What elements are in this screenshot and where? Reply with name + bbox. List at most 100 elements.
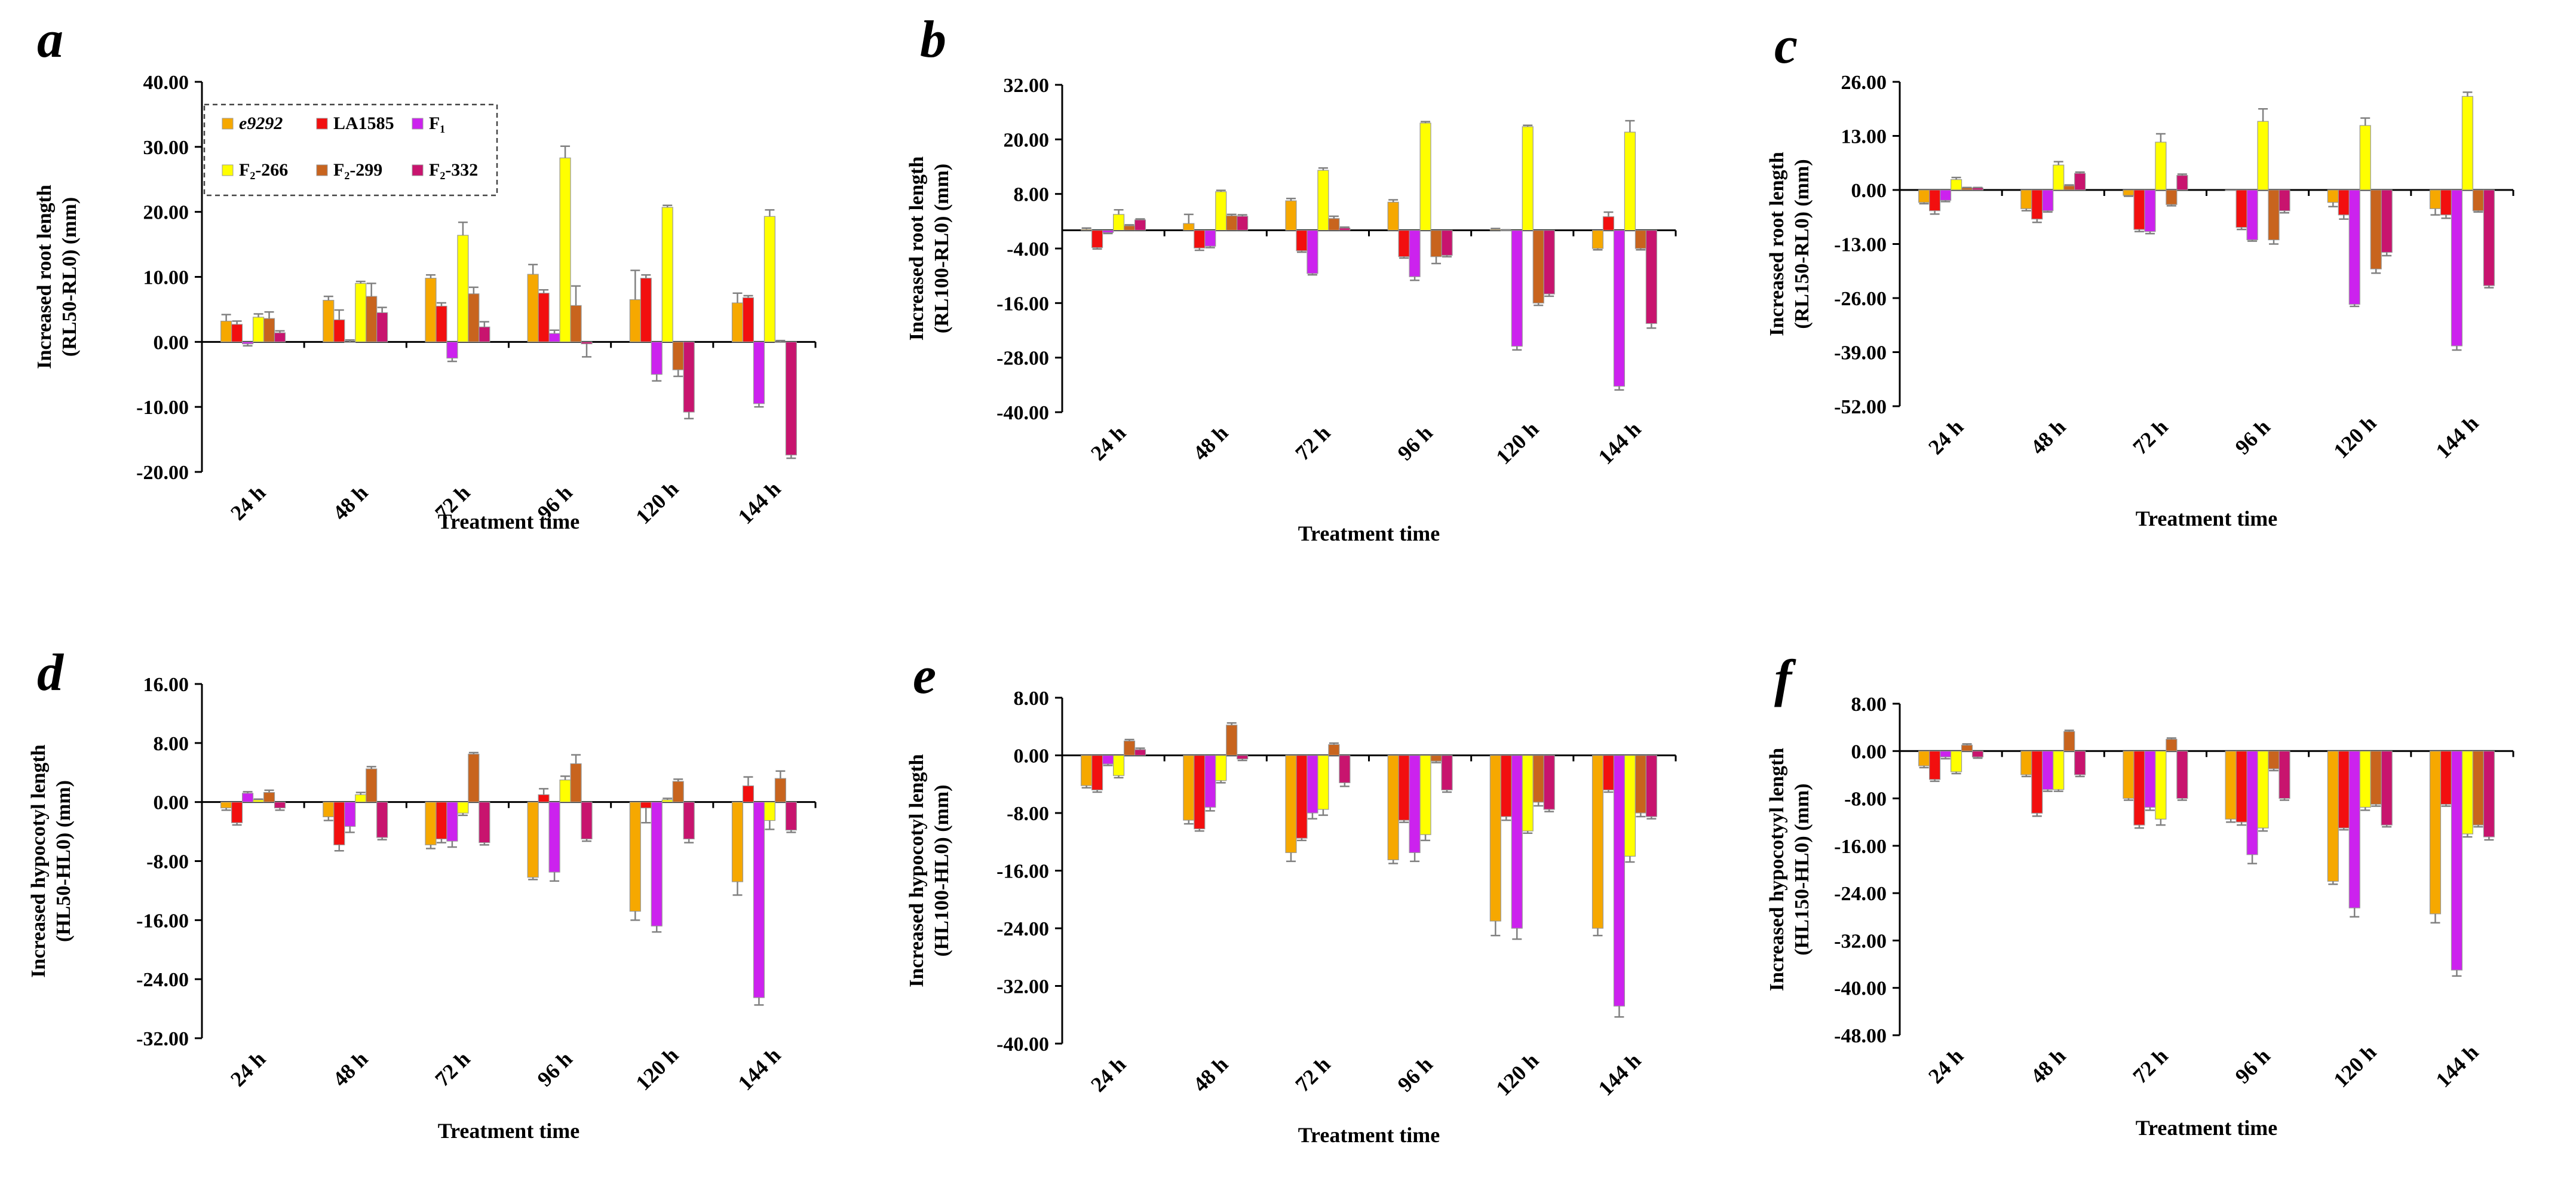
bar-e-0-2 — [1102, 754, 1114, 765]
bar-b-1-1 — [1194, 229, 1206, 249]
bar-a-2-1 — [436, 305, 447, 342]
bar-b-4-5 — [1543, 229, 1555, 294]
bar-a-4-5 — [683, 341, 695, 413]
bar-f-4-0 — [2327, 750, 2339, 882]
bar-c-4-1 — [2338, 189, 2350, 216]
bar-e-2-2 — [1307, 754, 1318, 814]
panel-letter: b — [920, 11, 946, 69]
legend-label: LA1585 — [333, 113, 394, 133]
bar-d-3-2 — [548, 802, 560, 873]
bar-a-0-5 — [274, 332, 286, 342]
bar-e-1-4 — [1226, 725, 1238, 756]
x-tick-label: 144 h — [2431, 1040, 2483, 1092]
x-tick-label: 144 h — [733, 1043, 785, 1095]
bar-d-2-2 — [446, 802, 458, 842]
bar-b-3-0 — [1387, 201, 1399, 231]
y-tick-label: 13.00 — [1841, 126, 1887, 148]
bar-d-4-3 — [661, 799, 673, 803]
x-tick-label: 72 h — [2128, 415, 2172, 459]
legend-swatch — [222, 164, 234, 176]
bar-a-2-3 — [457, 235, 469, 342]
x-tick-label: 144 h — [1593, 1048, 1645, 1100]
x-tick-label: 48 h — [328, 480, 372, 524]
bar-a-0-4 — [263, 318, 275, 342]
x-tick-label: 48 h — [1188, 1052, 1232, 1096]
bar-b-2-0 — [1285, 200, 1297, 231]
bar-b-4-2 — [1511, 229, 1523, 347]
y-tick-label: -16.00 — [136, 910, 189, 932]
x-tick-label: 96 h — [1393, 1052, 1437, 1096]
bar-e-3-1 — [1398, 754, 1410, 821]
bar-c-2-2 — [2144, 189, 2156, 232]
y-tick-label: 0.00 — [154, 332, 189, 354]
bar-d-1-0 — [323, 802, 335, 817]
bar-f-5-1 — [2440, 750, 2452, 805]
y-tick-label: -48.00 — [1834, 1025, 1887, 1047]
y-tick-label: 10.00 — [143, 267, 189, 289]
x-tick-label: 24 h — [226, 480, 270, 524]
y-axis-label: Increased root length — [906, 157, 928, 341]
y-axis-label: Increased hypocotyyl length — [1766, 748, 1788, 991]
bar-c-2-5 — [2176, 175, 2188, 191]
panel-letter: c — [1774, 17, 1798, 75]
bar-d-1-1 — [333, 802, 345, 845]
bar-f-4-4 — [2370, 750, 2382, 805]
bar-a-2-5 — [479, 326, 490, 342]
bar-f-1-4 — [2063, 731, 2075, 751]
bar-f-5-0 — [2429, 750, 2442, 915]
bar-e-0-3 — [1112, 754, 1125, 776]
bar-b-5-3 — [1624, 131, 1636, 231]
bar-b-5-4 — [1634, 229, 1646, 249]
bar-a-3-2 — [548, 333, 560, 342]
bar-c-0-2 — [1940, 189, 1952, 201]
bar-f-2-0 — [2123, 750, 2135, 799]
bar-b-2-1 — [1296, 229, 1308, 251]
bar-a-1-0 — [323, 300, 335, 342]
bar-d-4-4 — [672, 781, 684, 803]
panel-letter: d — [37, 644, 65, 702]
bar-a-3-5 — [581, 341, 593, 345]
bar-e-4-0 — [1489, 754, 1501, 922]
x-tick-label: 72 h — [2128, 1044, 2172, 1088]
bar-b-3-4 — [1430, 229, 1442, 257]
bar-d-0-5 — [274, 802, 286, 809]
bar-f-4-3 — [2359, 750, 2371, 808]
bar-b-1-2 — [1204, 229, 1216, 247]
bar-f-4-1 — [2338, 750, 2350, 829]
panel-letter: a — [37, 11, 63, 69]
x-tick-label: 120 h — [2329, 1040, 2381, 1092]
bar-e-3-2 — [1409, 754, 1421, 853]
y-axis-label: Increased hypocotyl length — [27, 744, 50, 977]
bar-d-5-0 — [731, 802, 744, 882]
y-tick-label: -4.00 — [1007, 238, 1049, 260]
bar-e-2-3 — [1317, 754, 1329, 810]
y-tick-label: -32.00 — [996, 976, 1049, 998]
bar-d-4-2 — [651, 802, 663, 927]
legend-swatch — [412, 118, 424, 130]
bar-c-0-0 — [1918, 189, 1930, 203]
bar-d-1-5 — [376, 802, 388, 838]
y-tick-label: -16.00 — [996, 861, 1049, 883]
x-tick-label: 48 h — [328, 1047, 372, 1091]
y-tick-label: -32.00 — [136, 1028, 189, 1050]
bar-f-3-1 — [2235, 750, 2247, 823]
panel-a: a 40.00 30.00 20.00 10.00 0.00 -10.00 -20.00 Inc… — [33, 11, 817, 533]
bar-d-5-4 — [774, 778, 786, 803]
legend-swatch — [222, 118, 234, 130]
bar-b-3-2 — [1409, 229, 1421, 277]
bar-f-0-1 — [1929, 750, 1941, 780]
bar-f-0-3 — [1950, 750, 1962, 772]
bar-d-3-5 — [581, 802, 593, 840]
x-tick-label: 24 h — [1086, 421, 1130, 465]
bar-e-4-3 — [1522, 754, 1534, 832]
bar-a-2-4 — [468, 293, 480, 342]
bar-d-5-2 — [753, 802, 765, 998]
bar-a-3-4 — [570, 305, 582, 342]
bar-b-0-5 — [1134, 219, 1146, 231]
bar-f-3-0 — [2225, 750, 2237, 820]
y-tick-label: 20.00 — [1004, 129, 1050, 151]
y-tick-label: 32.00 — [1004, 75, 1050, 97]
bar-f-1-2 — [2042, 750, 2054, 790]
bar-a-5-1 — [742, 297, 755, 342]
